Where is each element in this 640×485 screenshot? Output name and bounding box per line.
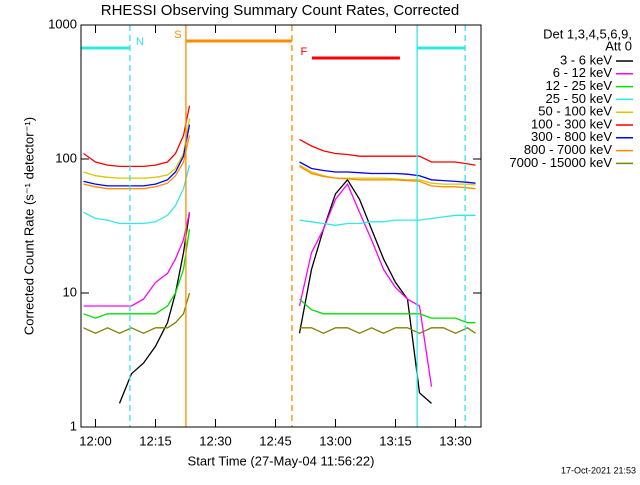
y-tick-label: 1 [70,418,77,433]
flag-label: F [301,46,308,58]
series-line [83,164,476,226]
legend-label: 7000 - 15000 keV [509,155,612,170]
legend-label: 12 - 25 keV [546,78,613,93]
footer: 17-Oct-2021 21:53 [561,465,636,475]
x-tick-label: 13:30 [439,433,472,448]
y-axis-label: Corrected Count Rate (s⁻¹ detector⁻¹) [21,117,36,335]
y-tick-label: 1000 [48,16,77,31]
legend-title: Det 1,3,4,5,6,9, [543,26,632,41]
series-line [83,135,476,190]
x-tick-label: 12:00 [79,433,112,448]
x-tick-label: 13:00 [319,433,352,448]
legend-label: 25 - 50 keV [546,91,613,106]
chart-title: RHESSI Observing Summary Count Rates, Co… [101,2,459,19]
series-line [83,229,476,324]
y-tick-label: 100 [55,150,77,165]
series-line [83,182,433,387]
series-line [83,124,476,187]
flag-label: S [174,29,181,41]
x-tick-label: 12:45 [259,433,292,448]
x-tick-label: 12:15 [139,433,172,448]
legend-label: 100 - 300 keV [531,116,612,131]
y-tick-label: 10 [63,284,77,299]
legend-label: 6 - 12 keV [553,65,613,80]
series-line [83,292,476,335]
legend-label: 3 - 6 keV [560,52,612,67]
series-line [118,178,432,404]
legend-title: Att 0 [605,38,632,53]
legend-label: 50 - 100 keV [538,104,612,119]
series-line [83,105,476,168]
plot-frame [80,24,482,428]
x-axis-label: Start Time (27-May-04 11:56:22) [188,453,375,468]
flag-label: N [136,36,144,48]
legend-label: 800 - 7000 keV [524,142,613,157]
x-tick-label: 12:30 [199,433,232,448]
x-tick-label: 13:15 [379,433,412,448]
legend-label: 300 - 800 keV [531,129,612,144]
